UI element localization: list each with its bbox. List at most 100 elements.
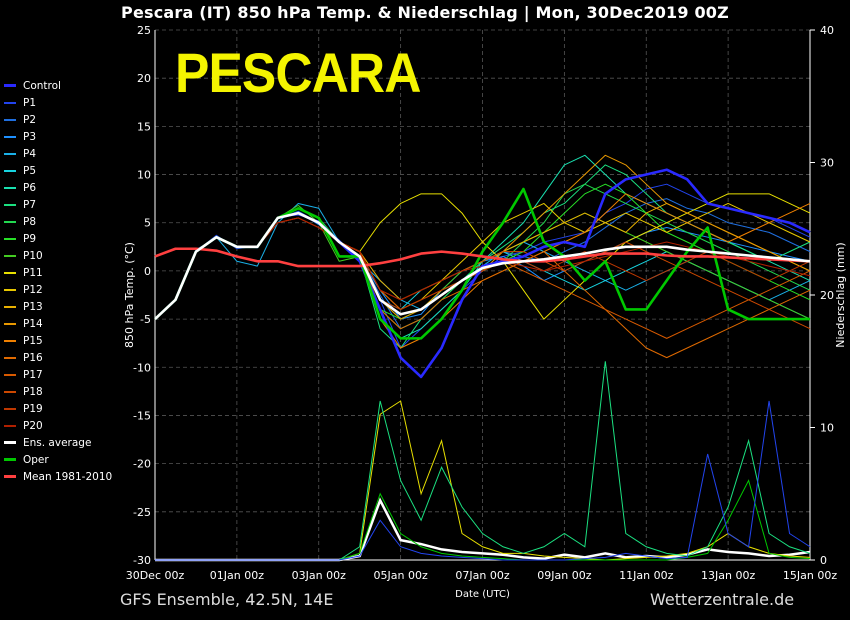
legend-label: P15 xyxy=(23,334,43,347)
location-overlay-label: PESCARA xyxy=(175,41,421,104)
legend-swatch xyxy=(4,203,16,206)
precipitation-series xyxy=(155,361,811,562)
legend-swatch xyxy=(4,135,16,138)
legend-swatch xyxy=(4,339,16,342)
legend-swatch xyxy=(4,458,16,461)
legend: Control P1 P2 P3 P4 P5 P6 P7 P8 P9 P10 P11 P12 P13 P14… xyxy=(4,77,112,485)
legend-label: Ens. average xyxy=(23,436,92,449)
legend-label: P2 xyxy=(23,113,37,126)
y-tick-label: -10 xyxy=(133,361,151,374)
legend-label: P10 xyxy=(23,249,43,262)
y-right-axis-label: Niederschlag (mm) xyxy=(834,242,847,347)
y-right-tick-label: 40 xyxy=(820,24,834,37)
legend-label: P3 xyxy=(23,130,37,143)
temperature-series xyxy=(154,154,811,379)
axis-labels: 25 20 15 10 5 0 -5 -10 -15 -20 -25 -30 30Dec 00z 01Ja… xyxy=(123,24,847,600)
legend-label: P13 xyxy=(23,300,43,313)
legend-label: P18 xyxy=(23,385,43,398)
y-right-tick-label: 0 xyxy=(820,554,827,567)
legend-item: P19 xyxy=(4,400,112,417)
legend-label: P1 xyxy=(23,96,37,109)
legend-label: P7 xyxy=(23,198,37,211)
x-tick-label: 09Jan 00z xyxy=(537,569,591,582)
legend-swatch xyxy=(4,271,16,274)
legend-item: P1 xyxy=(4,94,112,111)
legend-swatch xyxy=(4,118,16,121)
legend-label: P14 xyxy=(23,317,43,330)
legend-swatch xyxy=(4,254,16,257)
legend-swatch xyxy=(4,441,16,444)
legend-swatch xyxy=(4,407,16,410)
y-tick-label: -5 xyxy=(140,313,151,326)
legend-swatch xyxy=(4,305,16,308)
legend-item: Control xyxy=(4,77,112,94)
site-credit: Wetterzentrale.de xyxy=(650,590,795,609)
y-tick-label: -25 xyxy=(133,506,151,519)
y-tick-label: 10 xyxy=(137,169,151,182)
legend-item: P15 xyxy=(4,332,112,349)
legend-item: P7 xyxy=(4,196,112,213)
legend-swatch xyxy=(4,237,16,240)
x-tick-label: 01Jan 00z xyxy=(210,569,264,582)
legend-swatch xyxy=(4,84,16,87)
x-tick-label: 11Jan 00z xyxy=(619,569,673,582)
y-right-tick-label: 20 xyxy=(820,289,834,302)
legend-swatch xyxy=(4,356,16,359)
legend-item: P17 xyxy=(4,366,112,383)
precip-line-p1 xyxy=(155,400,811,561)
legend-swatch xyxy=(4,169,16,172)
legend-item: P20 xyxy=(4,417,112,434)
y-tick-label: 15 xyxy=(137,120,151,133)
x-axis-label: Date (UTC) xyxy=(455,589,510,600)
y-axis-label: 850 hPa Temp. (°C) xyxy=(123,242,136,348)
x-tick-label: 03Jan 00z xyxy=(292,569,346,582)
legend-item: P18 xyxy=(4,383,112,400)
series-line-ens-average xyxy=(154,211,811,321)
axes xyxy=(154,29,815,561)
y-right-tick-label: 30 xyxy=(820,157,834,170)
legend-item: P4 xyxy=(4,145,112,162)
legend-item: Mean 1981-2010 xyxy=(4,468,112,485)
legend-label: P20 xyxy=(23,419,43,432)
legend-swatch xyxy=(4,220,16,223)
legend-swatch xyxy=(4,152,16,155)
legend-swatch xyxy=(4,390,16,393)
legend-label: P17 xyxy=(23,368,43,381)
legend-item: P2 xyxy=(4,111,112,128)
legend-label: P19 xyxy=(23,402,43,415)
legend-swatch xyxy=(4,424,16,427)
legend-item: P12 xyxy=(4,281,112,298)
legend-label: P4 xyxy=(23,147,37,160)
series-line-mean-1981-2010 xyxy=(154,247,811,268)
x-tick-label: 30Dec 00z xyxy=(126,569,185,582)
legend-item: P9 xyxy=(4,230,112,247)
legend-swatch xyxy=(4,373,16,376)
y-right-tick-label: 10 xyxy=(820,422,834,435)
y-tick-label: 5 xyxy=(144,217,151,230)
y-tick-label: 0 xyxy=(144,265,151,278)
legend-item: P5 xyxy=(4,162,112,179)
y-tick-label: -20 xyxy=(133,458,151,471)
legend-label: P8 xyxy=(23,215,37,228)
legend-item: Ens. average xyxy=(4,434,112,451)
x-tick-label: 15Jan 00z xyxy=(783,569,837,582)
legend-item: P3 xyxy=(4,128,112,145)
legend-label: Mean 1981-2010 xyxy=(23,470,113,483)
y-tick-label: 20 xyxy=(137,72,151,85)
legend-item: P10 xyxy=(4,247,112,264)
y-tick-label: 25 xyxy=(137,24,151,37)
legend-swatch xyxy=(4,101,16,104)
grid xyxy=(154,29,811,561)
legend-label: P6 xyxy=(23,181,37,194)
legend-item: P13 xyxy=(4,298,112,315)
legend-item: P16 xyxy=(4,349,112,366)
y-tick-label: -15 xyxy=(133,409,151,422)
legend-item: Oper xyxy=(4,451,112,468)
y-tick-label: -30 xyxy=(133,554,151,567)
legend-label: Control xyxy=(23,79,61,92)
legend-swatch xyxy=(4,322,16,325)
legend-item: P14 xyxy=(4,315,112,332)
chart-title: Pescara (IT) 850 hPa Temp. & Niederschla… xyxy=(121,3,729,22)
model-info: GFS Ensemble, 42.5N, 14E xyxy=(120,590,334,609)
